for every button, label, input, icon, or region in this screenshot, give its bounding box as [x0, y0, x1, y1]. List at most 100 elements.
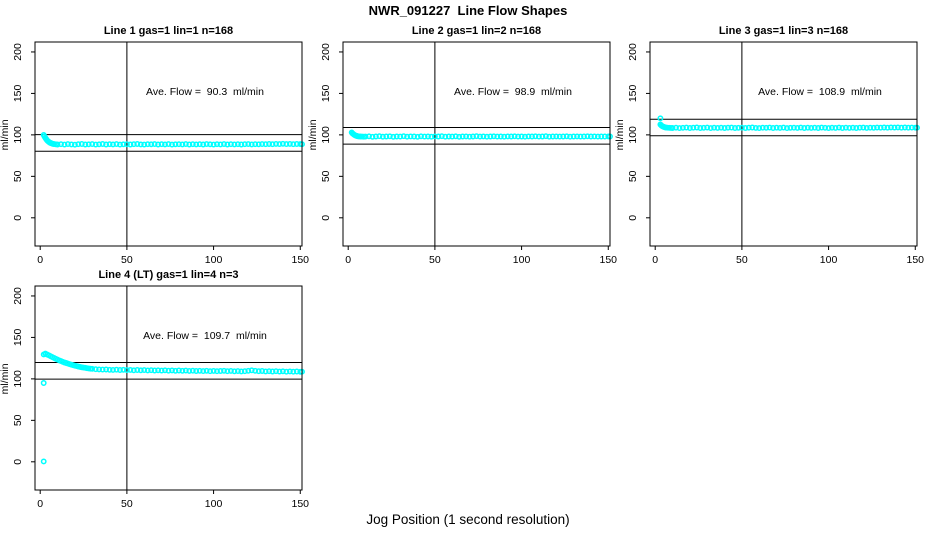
data-point	[673, 124, 679, 131]
data-point	[494, 133, 501, 140]
data-point	[241, 368, 248, 375]
data-point	[221, 141, 227, 148]
data-point	[546, 133, 553, 140]
x-tick-label: 50	[121, 498, 133, 510]
data-point	[255, 368, 262, 375]
data-point	[266, 368, 273, 375]
data-point	[248, 367, 255, 374]
data-point	[529, 133, 535, 140]
data-point	[542, 133, 549, 140]
data-point	[690, 124, 697, 131]
y-tick-label: 100	[12, 370, 24, 388]
data-point	[193, 368, 200, 374]
y-tick-label: 50	[320, 170, 332, 182]
y-tick-label: 100	[12, 126, 24, 144]
data-point	[877, 124, 884, 131]
data-point	[286, 368, 293, 375]
data-point	[905, 124, 912, 131]
data-point	[728, 124, 735, 131]
plot-box	[34, 41, 303, 247]
data-point	[497, 133, 504, 140]
data-point	[123, 367, 130, 374]
data-point	[369, 133, 376, 140]
panel-line-4: Line 4 (LT) gas=1 lin=4 n=3 0 50 100 150 0 50…	[0, 269, 309, 510]
data-point	[96, 141, 103, 148]
data-point	[214, 368, 220, 375]
data-point	[749, 124, 756, 131]
data-point	[227, 141, 234, 148]
data-point	[200, 141, 207, 148]
y-tick-label: 50	[627, 170, 639, 182]
data-point	[515, 133, 522, 140]
data-point	[224, 141, 231, 148]
x-tick-label: 0	[37, 254, 43, 266]
data-point	[259, 141, 266, 148]
data-point	[269, 368, 276, 375]
data-point	[182, 141, 189, 148]
x-tick-label: 100	[205, 254, 223, 266]
data-point	[217, 141, 224, 148]
data-point	[217, 368, 224, 374]
data-point	[224, 368, 231, 375]
data-point	[362, 133, 369, 140]
data-point	[598, 133, 605, 140]
data-point	[40, 380, 47, 386]
data-point	[445, 133, 452, 140]
data-point	[669, 125, 676, 131]
data-point	[679, 124, 686, 131]
data-point	[898, 124, 905, 131]
x-tick-label: 150	[600, 254, 618, 266]
data-point	[867, 124, 874, 131]
data-point	[463, 133, 470, 140]
ave-flow-annotation: Ave. Flow = 90.3 ml/min	[146, 86, 264, 98]
data-point	[594, 133, 601, 140]
data-point	[134, 367, 141, 373]
data-point	[490, 133, 497, 140]
y-axis-unit-label: ml/min	[0, 363, 11, 394]
data-point	[207, 368, 214, 375]
data-point	[745, 124, 752, 131]
y-tick-label: 150	[12, 85, 24, 103]
data-point	[397, 133, 404, 140]
data-point	[411, 133, 418, 140]
data-point	[89, 141, 96, 148]
data-point	[151, 141, 158, 148]
panel-line-2: Line 2 gas=1 lin=2 n=168 0 50 100 150 0 50 100…	[307, 25, 617, 266]
data-point	[234, 368, 241, 375]
panel-title: Line 1 gas=1 lin=1 n=168	[103, 25, 234, 37]
data-point	[549, 133, 556, 140]
data-point	[189, 141, 196, 148]
y-tick-label: 50	[12, 170, 24, 182]
data-point	[203, 367, 210, 374]
data-point	[248, 141, 255, 148]
data-point	[759, 124, 766, 131]
data-point	[120, 141, 127, 148]
data-point	[379, 133, 386, 140]
data-point	[141, 141, 148, 148]
data-point	[874, 124, 881, 131]
data-point	[120, 366, 127, 373]
data-point	[169, 141, 175, 148]
data-point	[54, 141, 61, 148]
data-point	[266, 141, 273, 147]
data-point	[591, 133, 598, 140]
data-point	[162, 367, 168, 374]
data-point	[386, 133, 393, 140]
x-tick-label: 150	[292, 254, 310, 266]
x-tick-label: 50	[121, 254, 133, 266]
data-point	[238, 368, 245, 375]
data-point	[815, 125, 822, 131]
x-tick-label: 100	[513, 254, 531, 266]
data-point	[787, 124, 794, 131]
data-point	[273, 140, 279, 147]
data-point	[863, 124, 870, 131]
data-point	[372, 133, 379, 140]
data-point	[425, 133, 431, 140]
data-point	[842, 124, 849, 131]
x-tick-label: 0	[37, 498, 43, 510]
data-point	[487, 133, 494, 140]
data-point	[818, 124, 825, 131]
data-point	[860, 124, 867, 131]
data-point	[414, 133, 421, 140]
data-point	[400, 133, 407, 140]
